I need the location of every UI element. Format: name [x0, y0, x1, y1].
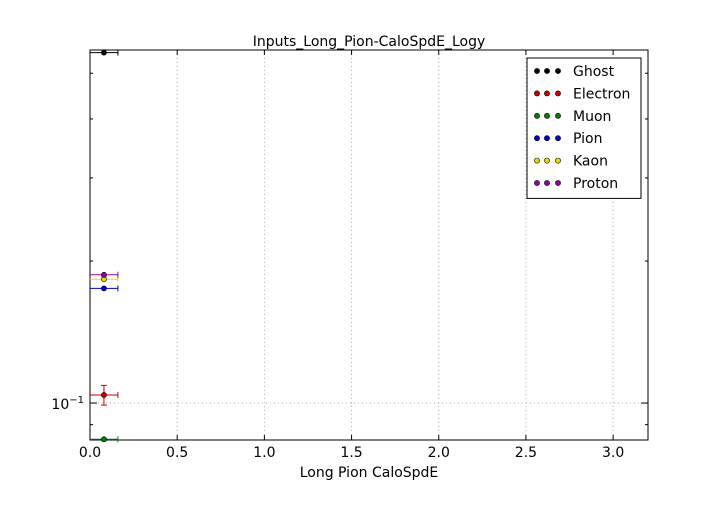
x-tick-label: 0.5 [166, 445, 188, 461]
axes [89, 49, 649, 441]
legend-label: Electron [573, 86, 630, 102]
data-point [101, 49, 107, 56]
series-muon [90, 436, 119, 443]
legend-box [526, 57, 642, 199]
legend-marker [555, 157, 561, 164]
legend-marker [544, 68, 550, 74]
legend-marker [534, 180, 540, 186]
chart-title: Inputs_Long_Pion-CaloSpdE_Logy [253, 34, 486, 50]
legend-item-ghost: Ghost [534, 64, 615, 80]
series-proton [90, 271, 119, 278]
legend-marker [534, 135, 540, 142]
series-electron [90, 384, 119, 406]
legend-marker [544, 90, 550, 97]
data-point [101, 392, 107, 398]
legend-marker [555, 135, 561, 142]
legend-label: Kaon [573, 154, 608, 170]
data-points [90, 49, 119, 443]
data-point [101, 436, 107, 443]
tick-labels: 0.0 0.5 1.0 1.5 2.0 2.5 3.0 10−1 [51, 395, 624, 461]
legend-label: Muon [573, 109, 611, 125]
legend-label: Ghost [573, 64, 615, 80]
legend-marker [555, 90, 561, 97]
x-tick-label: 1.0 [253, 445, 275, 461]
legend-marker [555, 68, 561, 74]
legend-marker [544, 135, 550, 142]
legend-marker [544, 112, 550, 119]
legend-label: Proton [573, 176, 618, 192]
legend-marker [534, 112, 540, 119]
y-tick-label: 10−1 [51, 395, 84, 413]
x-tick-label: 2.5 [515, 445, 537, 461]
x-tick-label: 1.5 [340, 445, 362, 461]
legend-marker [544, 180, 550, 186]
legend-item-proton: Proton [534, 176, 618, 192]
data-point [101, 271, 107, 278]
legend-marker [534, 157, 540, 164]
legend-marker [534, 90, 540, 97]
x-tick-label: 3.0 [602, 445, 624, 461]
legend-marker [555, 112, 561, 119]
legend-marker [534, 68, 540, 74]
legend-marker [544, 157, 550, 164]
legend-item-electron: Electron [534, 86, 630, 102]
legend-item-muon: Muon [534, 109, 611, 125]
ticks [89, 50, 648, 440]
series-ghost [90, 49, 119, 56]
legend-item-kaon: Kaon [534, 154, 608, 170]
data-point [101, 285, 107, 292]
x-tick-label: 2.0 [428, 445, 450, 461]
legend-label: Pion [573, 131, 602, 147]
series-pion [90, 285, 119, 292]
x-tick-label: 0.0 [79, 445, 101, 461]
x-axis-label: Long Pion CaloSpdE [300, 465, 439, 481]
legend-marker [555, 180, 561, 186]
legend: Ghost Electron Muon Pion Kaon Proton [526, 57, 642, 199]
plot-frame [89, 49, 649, 441]
legend-item-pion: Pion [534, 131, 602, 147]
